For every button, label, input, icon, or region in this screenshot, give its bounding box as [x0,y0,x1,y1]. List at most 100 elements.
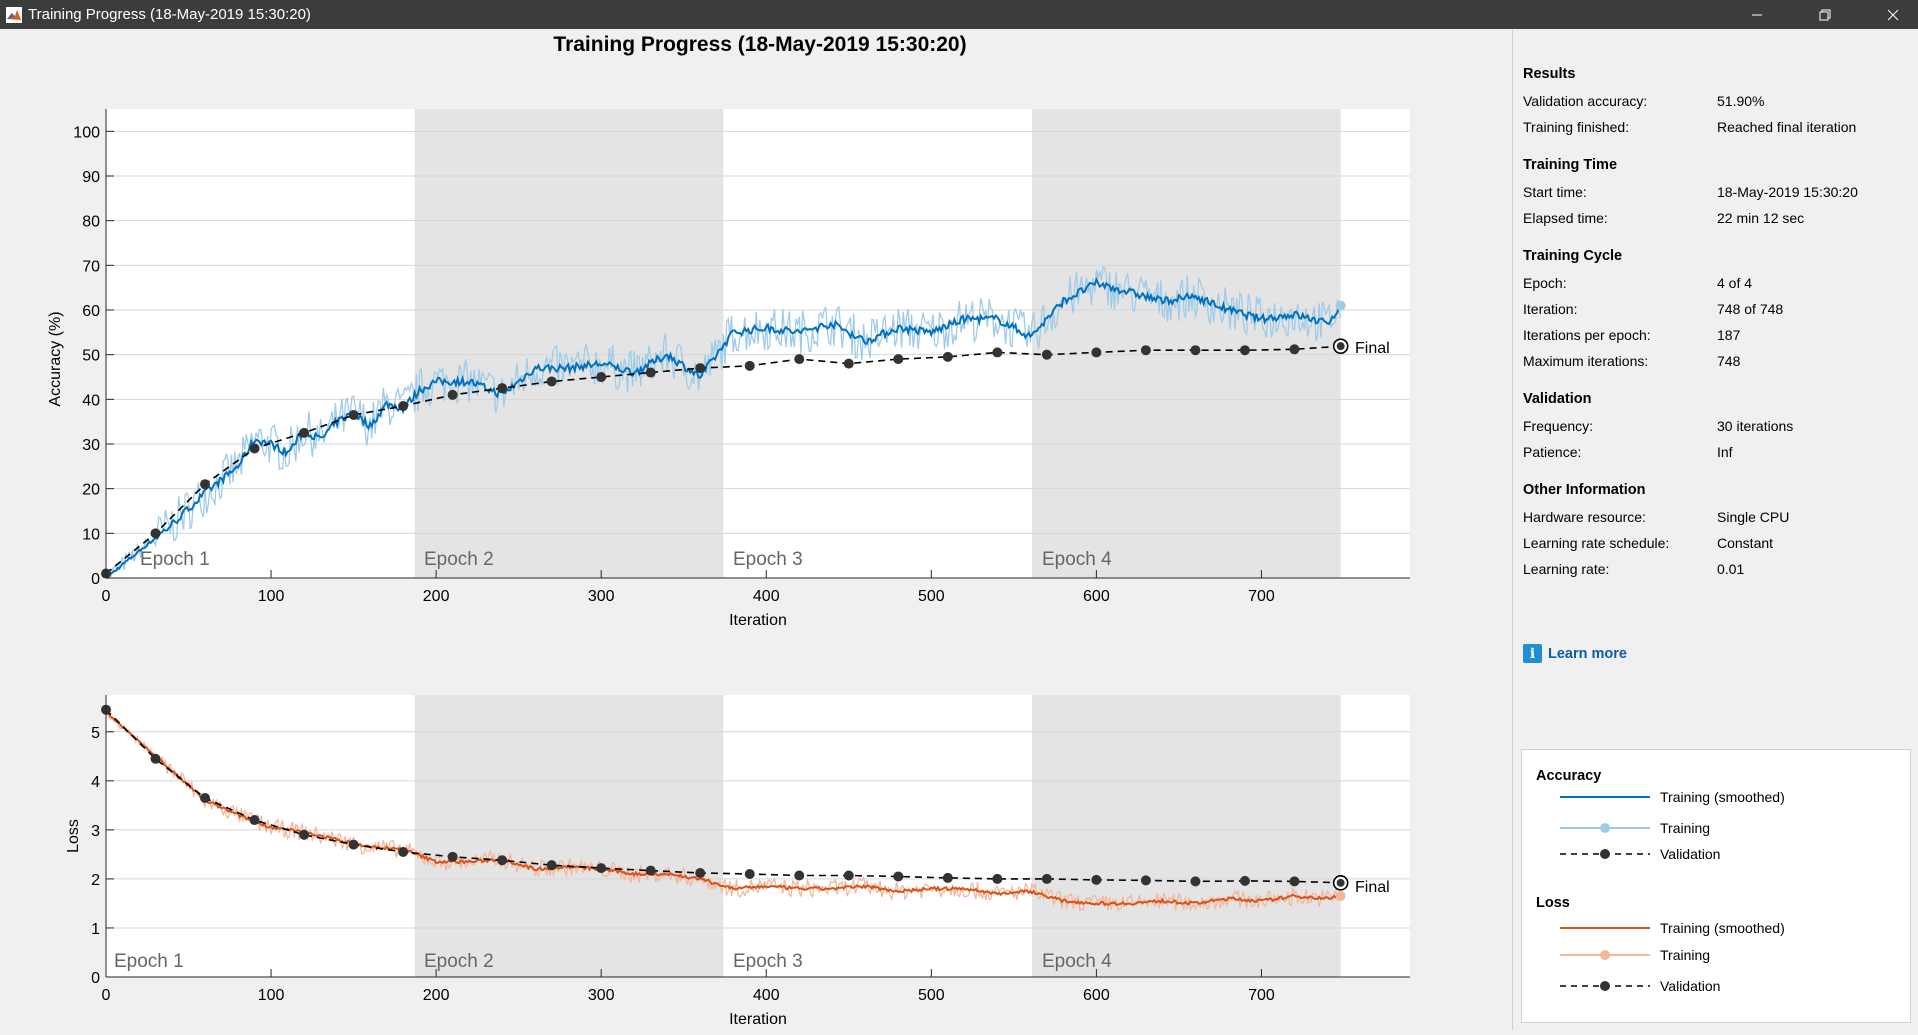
training-time-heading: Training Time [1523,157,1618,173]
validation-heading: Validation [1523,391,1592,407]
learn-more-link[interactable]: i Learn more [1523,644,1627,663]
loss-validation-point [843,870,854,881]
loss-ytick-label: 4 [91,774,100,791]
iteration-value: 748 of 748 [1717,301,1784,317]
loss-validation-point [1041,873,1052,884]
acc-validation-point [645,367,656,378]
acc-validation-point [299,427,310,438]
legend-acc-validation-swatch [1560,849,1650,859]
loss-validation-final-dot [1336,878,1345,887]
acc-validation-final-dot [1336,342,1345,351]
loss-ytick-label: 0 [91,970,100,987]
legend-loss-training-label: Training [1660,947,1711,963]
acc-xtick-label: 400 [753,588,780,605]
acc-xtick-label: 100 [258,588,285,605]
restore-button[interactable] [1802,0,1848,29]
loss-xtick-label: 300 [588,987,615,1004]
acc-validation-point [1091,347,1102,358]
validation-accuracy-value: 51.90% [1717,93,1765,109]
frequency-label: Frequency: [1523,418,1594,434]
acc-validation-point [348,409,359,420]
close-button[interactable] [1870,0,1916,29]
loss-validation-point [398,846,409,857]
acc-validation-point [1289,344,1300,355]
loss-validation-point [1091,874,1102,885]
loss-training-smoothed-line [105,711,1341,907]
hardware-resource-value: Single CPU [1717,509,1790,525]
loss-epoch-4-label: Epoch 4 [1042,951,1112,972]
loss-validation-point [200,792,211,803]
loss-validation-point [794,870,805,881]
loss-validation-line [105,709,1341,884]
acc-xtick-label: 200 [423,588,450,605]
accuracy-xlabel: Iteration [729,612,787,629]
acc-validation-point [249,443,260,454]
figure-title: Training Progress (18-May-2019 15:30:20) [553,33,966,56]
maximum-iterations-label: Maximum iterations: [1523,353,1649,369]
acc-epoch-shade [1032,109,1341,578]
legend-acc-validation-label: Validation [1660,846,1721,862]
accuracy-epoch-4-label: Epoch 4 [1042,549,1112,570]
acc-ytick-label: 10 [82,526,100,543]
accuracy-epoch-2-label: Epoch 2 [424,549,494,570]
loss-validation-point [497,855,508,866]
acc-epoch-shade [414,109,724,578]
acc-validation-point [546,376,557,387]
acc-ytick-label: 70 [82,258,100,275]
info-panel: Results Validation accuracy: 51.90% Trai… [1512,29,1918,1030]
loss-validation-point [1140,875,1151,886]
acc-training-last-point [1335,300,1346,311]
loss-xtick-label: 400 [753,987,780,1004]
acc-validation-point [794,354,805,365]
elapsed-time-value: 22 min 12 sec [1717,210,1805,226]
loss-validation-point [150,753,161,764]
legend-loss-smoothed-swatch [1560,927,1650,929]
training-finished-value: Reached final iteration [1717,119,1857,135]
loss-epoch-shade [1032,695,1341,977]
loss-validation-point [546,860,557,871]
loss-ytick-label: 3 [91,823,100,840]
acc-ytick-label: 40 [82,392,100,409]
loss-xtick-label: 500 [918,987,945,1004]
legend-acc-training-label: Training [1660,820,1711,836]
epoch-value: 4 of 4 [1717,275,1753,291]
accuracy-axes[interactable]: 0 10 20 30 40 50 60 70 80 90 100 0 100 200 300 400 500 60… [47,109,1410,629]
loss-xtick-label: 200 [423,987,450,1004]
accuracy-ylabel: Accuracy (%) [47,311,64,406]
acc-training-smoothed-line [105,276,1342,579]
acc-ytick-label: 60 [82,303,100,320]
minimize-button[interactable] [1734,0,1780,29]
acc-xtick-label: 500 [918,588,945,605]
acc-xtick-label: 300 [588,588,615,605]
plots-area: Training Progress (18-May-2019 15:30:20)… [0,29,1512,1030]
acc-ytick-label: 20 [82,482,100,499]
accuracy-epoch-3-label: Epoch 3 [733,549,803,570]
loss-axes[interactable]: 0 1 2 3 4 5 0 100 200 300 400 500 600 700 Epoch 1 Epo… [65,695,1410,1028]
learning-rate-schedule-value: Constant [1717,535,1774,551]
acc-xtick-label: 0 [102,588,111,605]
loss-ytick-label: 5 [91,725,100,742]
legend-loss-heading: Loss [1536,895,1570,911]
learn-more-text: Learn more [1548,645,1627,662]
learning-rate-schedule-label: Learning rate schedule: [1523,535,1670,551]
results-heading: Results [1523,66,1576,82]
training-finished-label: Training finished: [1523,119,1630,135]
legend-acc-training-swatch [1560,823,1650,833]
close-icon [1887,9,1899,20]
learning-rate-label: Learning rate: [1523,561,1610,577]
acc-validation-point [596,372,607,382]
window-title: Training Progress (18-May-2019 15:30:20) [28,6,311,23]
loss-xlabel: Iteration [729,1011,787,1028]
restore-icon [1819,9,1831,20]
acc-validation-point [942,351,953,362]
loss-validation-point [645,865,656,876]
loss-training-last-point [1335,891,1346,902]
acc-training-raw-line [106,265,1342,579]
loss-epoch-1-label: Epoch 1 [114,951,184,972]
acc-validation-point [200,479,211,490]
loss-validation-point [744,869,755,880]
legend-loss-smoothed-label: Training (smoothed) [1660,920,1785,936]
loss-epoch-3-label: Epoch 3 [733,951,803,972]
loss-ytick-label: 1 [91,921,100,938]
loss-validation-point [348,839,359,850]
